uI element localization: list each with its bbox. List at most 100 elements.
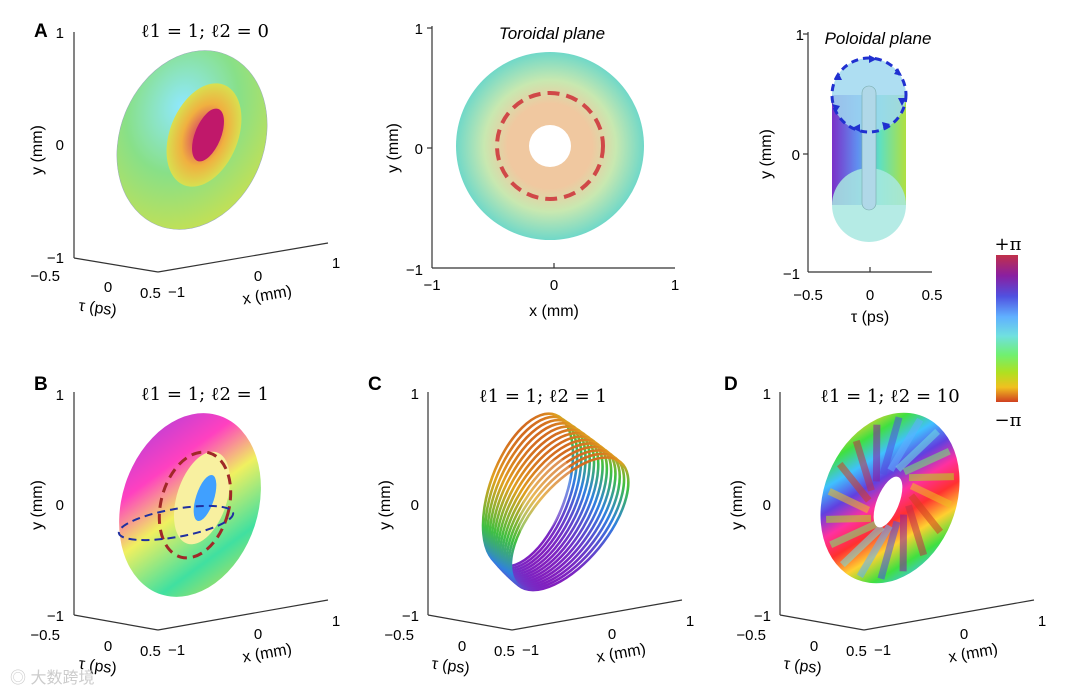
panel-b-xlabel: x (mm) — [241, 641, 293, 666]
panel-a1-ytick: 0 — [56, 137, 64, 154]
panel-b-tautick: 0 — [104, 638, 112, 655]
panel-a2-ylabel: y (mm) — [385, 123, 402, 173]
panel-a1-xtick: 0 — [254, 268, 262, 285]
panel-d-ytick: 1 — [763, 386, 771, 403]
panel-d-stripe — [902, 448, 951, 476]
panel-b-xtick: 1 — [332, 613, 340, 630]
panel-d-stripe — [872, 424, 881, 482]
panel-a1: ℓ1 = 1; ℓ2 = 0 1 0 −1 y (mm) −0.5 0 0.5 … — [29, 21, 340, 320]
panel-c-tautick: −0.5 — [384, 627, 414, 644]
panel-a3-ytick: 0 — [792, 147, 800, 164]
panel-a1-tautick: 0.5 — [140, 285, 161, 302]
panel-a1-tautick: −0.5 — [30, 268, 60, 285]
panel-d-stripe — [908, 473, 954, 482]
colorbar: +π −π — [995, 234, 1022, 431]
panel-c-taulabel: τ (ps) — [430, 655, 470, 677]
panel-d-tautick: −0.5 — [736, 627, 766, 644]
panel-a3-center-rod — [861, 85, 877, 211]
panel-c-axes — [427, 392, 683, 631]
panel-d-stripes — [826, 416, 954, 580]
panel-a2-axes — [427, 26, 675, 269]
panel-a2-xtick: −1 — [423, 277, 440, 294]
panel-label-a: A — [34, 21, 48, 42]
panel-d-taulabel: τ (ps) — [782, 655, 822, 677]
panel-c: ℓ1 = 1; ℓ2 = 1 1 0 −1 y (mm) −0.5 0 0.5 … — [377, 386, 694, 678]
panel-d-xlabel: x (mm) — [947, 641, 999, 666]
panel-d-stripe — [852, 439, 875, 492]
panel-a2-ytick: −1 — [406, 262, 423, 279]
panel-a3-xtick: 0.5 — [922, 287, 943, 304]
panel-a2-xtick: 1 — [671, 277, 679, 294]
panel-c-hole — [519, 458, 571, 542]
panel-d-stripe — [836, 461, 872, 503]
panel-d-title: ℓ1 = 1; ℓ2 = 10 — [820, 386, 959, 407]
panel-b-ylabel: y (mm) — [29, 480, 46, 530]
panel-a2-ytick: 1 — [415, 21, 423, 38]
panel-a2-hole — [529, 125, 571, 167]
panel-d-ytick: 0 — [763, 497, 771, 514]
panel-c-tautick: 0 — [458, 638, 466, 655]
panel-a1-axes — [73, 32, 329, 273]
panel-a3-arrows — [832, 55, 906, 132]
panel-c-xtick: 1 — [686, 613, 694, 630]
panel-a3-xlabel: τ (ps) — [851, 309, 889, 326]
panel-a3-xtick: 0 — [866, 287, 874, 304]
panel-d-axes — [779, 392, 1035, 631]
panel-d: ℓ1 = 1; ℓ2 = 10 1 0 −1 y (mm) −0.5 0 0.5… — [729, 386, 1046, 678]
watermark-icon: ◎ — [10, 669, 30, 687]
panel-d-stripe — [826, 514, 872, 523]
panel-a1-tautick: 0 — [104, 279, 112, 296]
panel-a1-ylabel: y (mm) — [29, 125, 46, 175]
panel-label-c: C — [368, 374, 382, 395]
panel-d-hole — [873, 476, 903, 528]
panel-a3-ytick: −1 — [783, 266, 800, 283]
panel-c-ytick: 1 — [411, 386, 419, 403]
panel-a3-xtick: −0.5 — [793, 287, 823, 304]
panel-b-dashed-poloidal — [117, 504, 235, 542]
panel-b-dashed-ring — [157, 450, 233, 560]
panel-d-stripe — [827, 488, 871, 514]
panel-b-tautick: 0.5 — [140, 643, 161, 660]
panel-a1-torus-hole — [192, 108, 224, 162]
panel-a2-xtick: 0 — [550, 277, 558, 294]
panel-d-stripe — [839, 524, 885, 568]
panel-b-tautick: −0.5 — [30, 627, 60, 644]
panel-c-coil-ring — [509, 456, 630, 592]
panel-b-taulabel: τ (ps) — [77, 655, 117, 677]
panel-a1-ytick: −1 — [47, 250, 64, 267]
panel-b-xtick: 0 — [254, 626, 262, 643]
panel-b: ℓ1 = 1; ℓ2 = 1 1 0 −1 y (mm) −0.5 0 0.5 … — [29, 384, 340, 678]
panel-d-stripe — [908, 493, 944, 535]
panel-a3: Poloidal plane 1 0 −1 y (mm) −0.5 0 0.5 … — [758, 27, 942, 326]
panel-b-ytick: −1 — [47, 608, 64, 625]
panel-d-stripe — [887, 417, 924, 472]
panel-a3-title: Poloidal plane — [825, 29, 932, 48]
panel-b-torus-hole — [193, 475, 217, 521]
panel-a1-xtick: 1 — [332, 255, 340, 272]
panel-c-ylabel: y (mm) — [377, 480, 394, 530]
panel-d-stripe — [905, 504, 928, 557]
panel-a2-xlabel: x (mm) — [529, 303, 579, 320]
panel-d-tautick: 0.5 — [846, 643, 867, 660]
panel-a1-taulabel: τ (ps) — [77, 297, 117, 319]
panel-a2-ytick: 0 — [415, 141, 423, 158]
panel-b-ytick: 0 — [56, 497, 64, 514]
panel-a1-title: ℓ1 = 1; ℓ2 = 0 — [141, 21, 269, 42]
panel-d-xtick: −1 — [874, 642, 891, 659]
panel-b-xtick: −1 — [168, 642, 185, 659]
panel-d-ylabel: y (mm) — [729, 480, 746, 530]
panel-d-xtick: 0 — [960, 626, 968, 643]
panel-c-ytick: 0 — [411, 497, 419, 514]
panel-d-stripe — [879, 416, 903, 476]
panel-a2-title: Toroidal plane — [499, 24, 605, 43]
panel-d-stripe — [877, 520, 901, 580]
colorbar-top-label: +π — [995, 234, 1022, 255]
panel-a3-ytick: 1 — [796, 27, 804, 44]
panel-c-coils — [481, 412, 630, 592]
panel-a1-ytick: 1 — [56, 25, 64, 42]
panel-d-ytick: −1 — [754, 608, 771, 625]
panel-b-ytick: 1 — [56, 387, 64, 404]
panel-c-xtick: 0 — [608, 626, 616, 643]
colorbar-bottom-label: −π — [995, 410, 1022, 431]
